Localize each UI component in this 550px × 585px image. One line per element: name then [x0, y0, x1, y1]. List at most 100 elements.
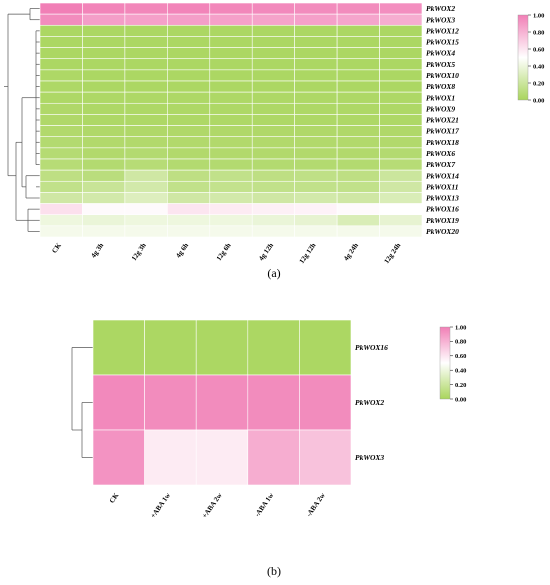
heatmap-cell-pkwox13-12g-6h: [209, 192, 253, 204]
heatmap-cell-pkwox21-12g-24h: [379, 114, 423, 126]
heatmap-cell-pkwox9-12g-3h: [124, 102, 168, 115]
heatmap-cell-pkwox6-12g-24h: [379, 147, 423, 160]
colorbar-a: 1.00 0.80 0.60 0.40 0.20 0.00: [517, 12, 544, 104]
heatmap-cell-pkwox2-ck: [39, 2, 83, 15]
column-label-12g-6h: 12g 6h: [215, 241, 233, 262]
column-label-aba-2w: -ABA 2w: [305, 491, 328, 519]
heatmap-cell-pkwox13-12g-3h: [124, 192, 168, 204]
heatmap-cell-pkwox3-aba-2w: [299, 429, 352, 486]
heatmap-cell-pkwox11-4g-24h: [336, 180, 380, 193]
row-label-pkwox1: PkWOX1: [426, 93, 455, 102]
heatmap-cell-pkwox3-aba-2w: [195, 429, 249, 486]
heatmap-cell-pkwox2-aba-1w: [247, 374, 300, 431]
heatmap-cell-pkwox2-4g-6h: [167, 2, 211, 15]
heatmap-cell-pkwox4-4g-12h: [251, 47, 295, 60]
row-label-pkwox12: PkWOX12: [426, 26, 459, 35]
heatmap-cell-pkwox3-12g-12h: [294, 13, 338, 26]
heatmap-cell-pkwox7-12g-24h: [379, 158, 423, 171]
heatmap-cell-pkwox16-4g-6h: [167, 203, 211, 216]
row-label-pkwox11: PkWOX11: [426, 182, 459, 191]
heatmap-cell-pkwox15-4g-3h: [82, 36, 126, 48]
heatmap-cell-pkwox3-aba-1w: [247, 429, 300, 486]
column-label-12g-12h: 12g 12h: [298, 241, 318, 265]
row-label-pkwox18: PkWOX18: [426, 138, 459, 147]
heatmap-cell-pkwox14-12g-12h: [294, 169, 338, 182]
heatmap-cell-pkwox9-12g-24h: [379, 102, 423, 115]
heatmap-cell-pkwox13-ck: [39, 192, 83, 204]
heatmap-cell-pkwox16-4g-12h: [251, 203, 295, 216]
heatmap-cell-pkwox16-aba-1w: [144, 319, 197, 376]
heatmap-cell-pkwox7-4g-6h: [167, 158, 211, 171]
heatmap-cell-pkwox3-4g-6h: [167, 13, 211, 26]
heatmap-cell-pkwox10-4g-24h: [336, 69, 380, 82]
heatmap-cell-pkwox11-4g-12h: [251, 180, 295, 193]
heatmap-cell-pkwox11-12g-12h: [294, 180, 338, 193]
colorbar-tick-label: 0.20: [533, 80, 544, 87]
heatmap-cell-pkwox9-4g-12h: [251, 102, 295, 115]
colorbar-gradient: [439, 326, 451, 400]
heatmap-cell-pkwox4-4g-6h: [167, 47, 211, 60]
heatmap-cell-pkwox3-4g-24h: [336, 13, 380, 26]
dendrogram-b: [71, 347, 93, 458]
heatmap-cell-pkwox11-ck: [39, 180, 83, 193]
row-label-pkwox5: PkWOX5: [426, 60, 455, 69]
heatmap-cell-pkwox8-4g-12h: [251, 80, 295, 93]
heatmap-cell-pkwox18-12g-6h: [209, 136, 253, 149]
heatmap-cell-pkwox8-4g-3h: [82, 80, 126, 93]
heatmap-cell-pkwox18-4g-12h: [251, 136, 295, 149]
heatmap-cell-pkwox14-12g-6h: [209, 169, 253, 182]
heatmap-cell-pkwox20-4g-12h: [251, 225, 295, 238]
panel-label-a: (a): [267, 266, 280, 280]
column-labels-b: CK +ABA 1w +ABA 2w -ABA 1w -ABA 2w: [108, 491, 328, 520]
row-label-pkwox4: PkWOX4: [426, 49, 455, 58]
heatmap-cell-pkwox12-4g-6h: [167, 24, 211, 37]
heatmap-cell-pkwox13-12g-12h: [294, 192, 338, 204]
heatmap-cell-pkwox5-4g-12h: [251, 58, 295, 71]
heatmap-cell-pkwox5-12g-3h: [124, 58, 168, 71]
heatmap-cell-pkwox19-4g-12h: [251, 214, 295, 227]
heatmap-cell-pkwox2-12g-24h: [379, 2, 423, 15]
heatmap-cell-pkwox10-12g-12h: [294, 69, 338, 82]
heatmap-cell-pkwox10-4g-3h: [82, 69, 126, 82]
heatmap-cell-pkwox21-4g-6h: [167, 114, 211, 126]
heatmap-cell-pkwox8-12g-12h: [294, 80, 338, 93]
heatmap-cell-pkwox14-ck: [39, 169, 83, 182]
heatmap-cell-pkwox8-4g-24h: [336, 80, 380, 93]
heatmap-cell-pkwox11-12g-24h: [379, 180, 423, 193]
heatmap-cell-pkwox13-4g-12h: [251, 192, 295, 204]
heatmap-cell-pkwox12-4g-24h: [336, 24, 380, 37]
heatmap-cell-pkwox2-12g-12h: [294, 2, 338, 15]
heatmap-cell-pkwox7-4g-3h: [82, 158, 126, 171]
heatmap-cell-pkwox10-4g-6h: [167, 69, 211, 82]
heatmap-cell-pkwox1-12g-6h: [209, 91, 253, 104]
heatmap-cell-pkwox3-4g-3h: [82, 13, 126, 26]
heatmap-cell-pkwox1-4g-3h: [82, 91, 126, 104]
heatmap-cell-pkwox1-4g-24h: [336, 91, 380, 104]
panel-label-b: (b): [267, 564, 281, 578]
heatmap-cell-pkwox20-12g-12h: [294, 225, 338, 238]
heatmap-cells-b: [92, 319, 352, 486]
row-label-pkwox3: PkWOX3: [426, 15, 455, 24]
row-labels-b: PkWOX16 PkWOX2 PkWOX3: [355, 343, 388, 462]
heatmap-cell-pkwox6-12g-12h: [294, 147, 338, 160]
colorbar-tick-label: 0.20: [455, 382, 466, 389]
heatmap-cell-pkwox16-12g-3h: [124, 203, 168, 216]
heatmap-cell-pkwox1-ck: [39, 91, 83, 104]
column-label-aba-2w: +ABA 2w: [201, 491, 225, 520]
heatmap-cell-pkwox3-12g-24h: [379, 13, 423, 26]
heatmap-cell-pkwox2-aba-2w: [195, 374, 249, 431]
heatmap-cell-pkwox1-12g-3h: [124, 91, 168, 104]
heatmap-cell-pkwox18-12g-12h: [294, 136, 338, 149]
heatmap-cell-pkwox16-12g-6h: [209, 203, 253, 216]
heatmap-cell-pkwox4-12g-6h: [209, 47, 253, 60]
row-label-pkwox16: PkWOX16: [426, 205, 459, 214]
column-label-ck: CK: [108, 491, 121, 505]
heatmap-cell-pkwox16-aba-1w: [247, 319, 300, 376]
column-label-ck: CK: [50, 241, 63, 255]
heatmap-cell-pkwox20-12g-3h: [124, 225, 168, 238]
heatmap-cell-pkwox20-4g-6h: [167, 225, 211, 238]
row-label-pkwox3: PkWOX3: [355, 453, 384, 462]
heatmap-cell-pkwox19-4g-3h: [82, 214, 126, 227]
heatmap-cell-pkwox17-12g-12h: [294, 125, 338, 138]
heatmap-cell-pkwox8-12g-6h: [209, 80, 253, 93]
